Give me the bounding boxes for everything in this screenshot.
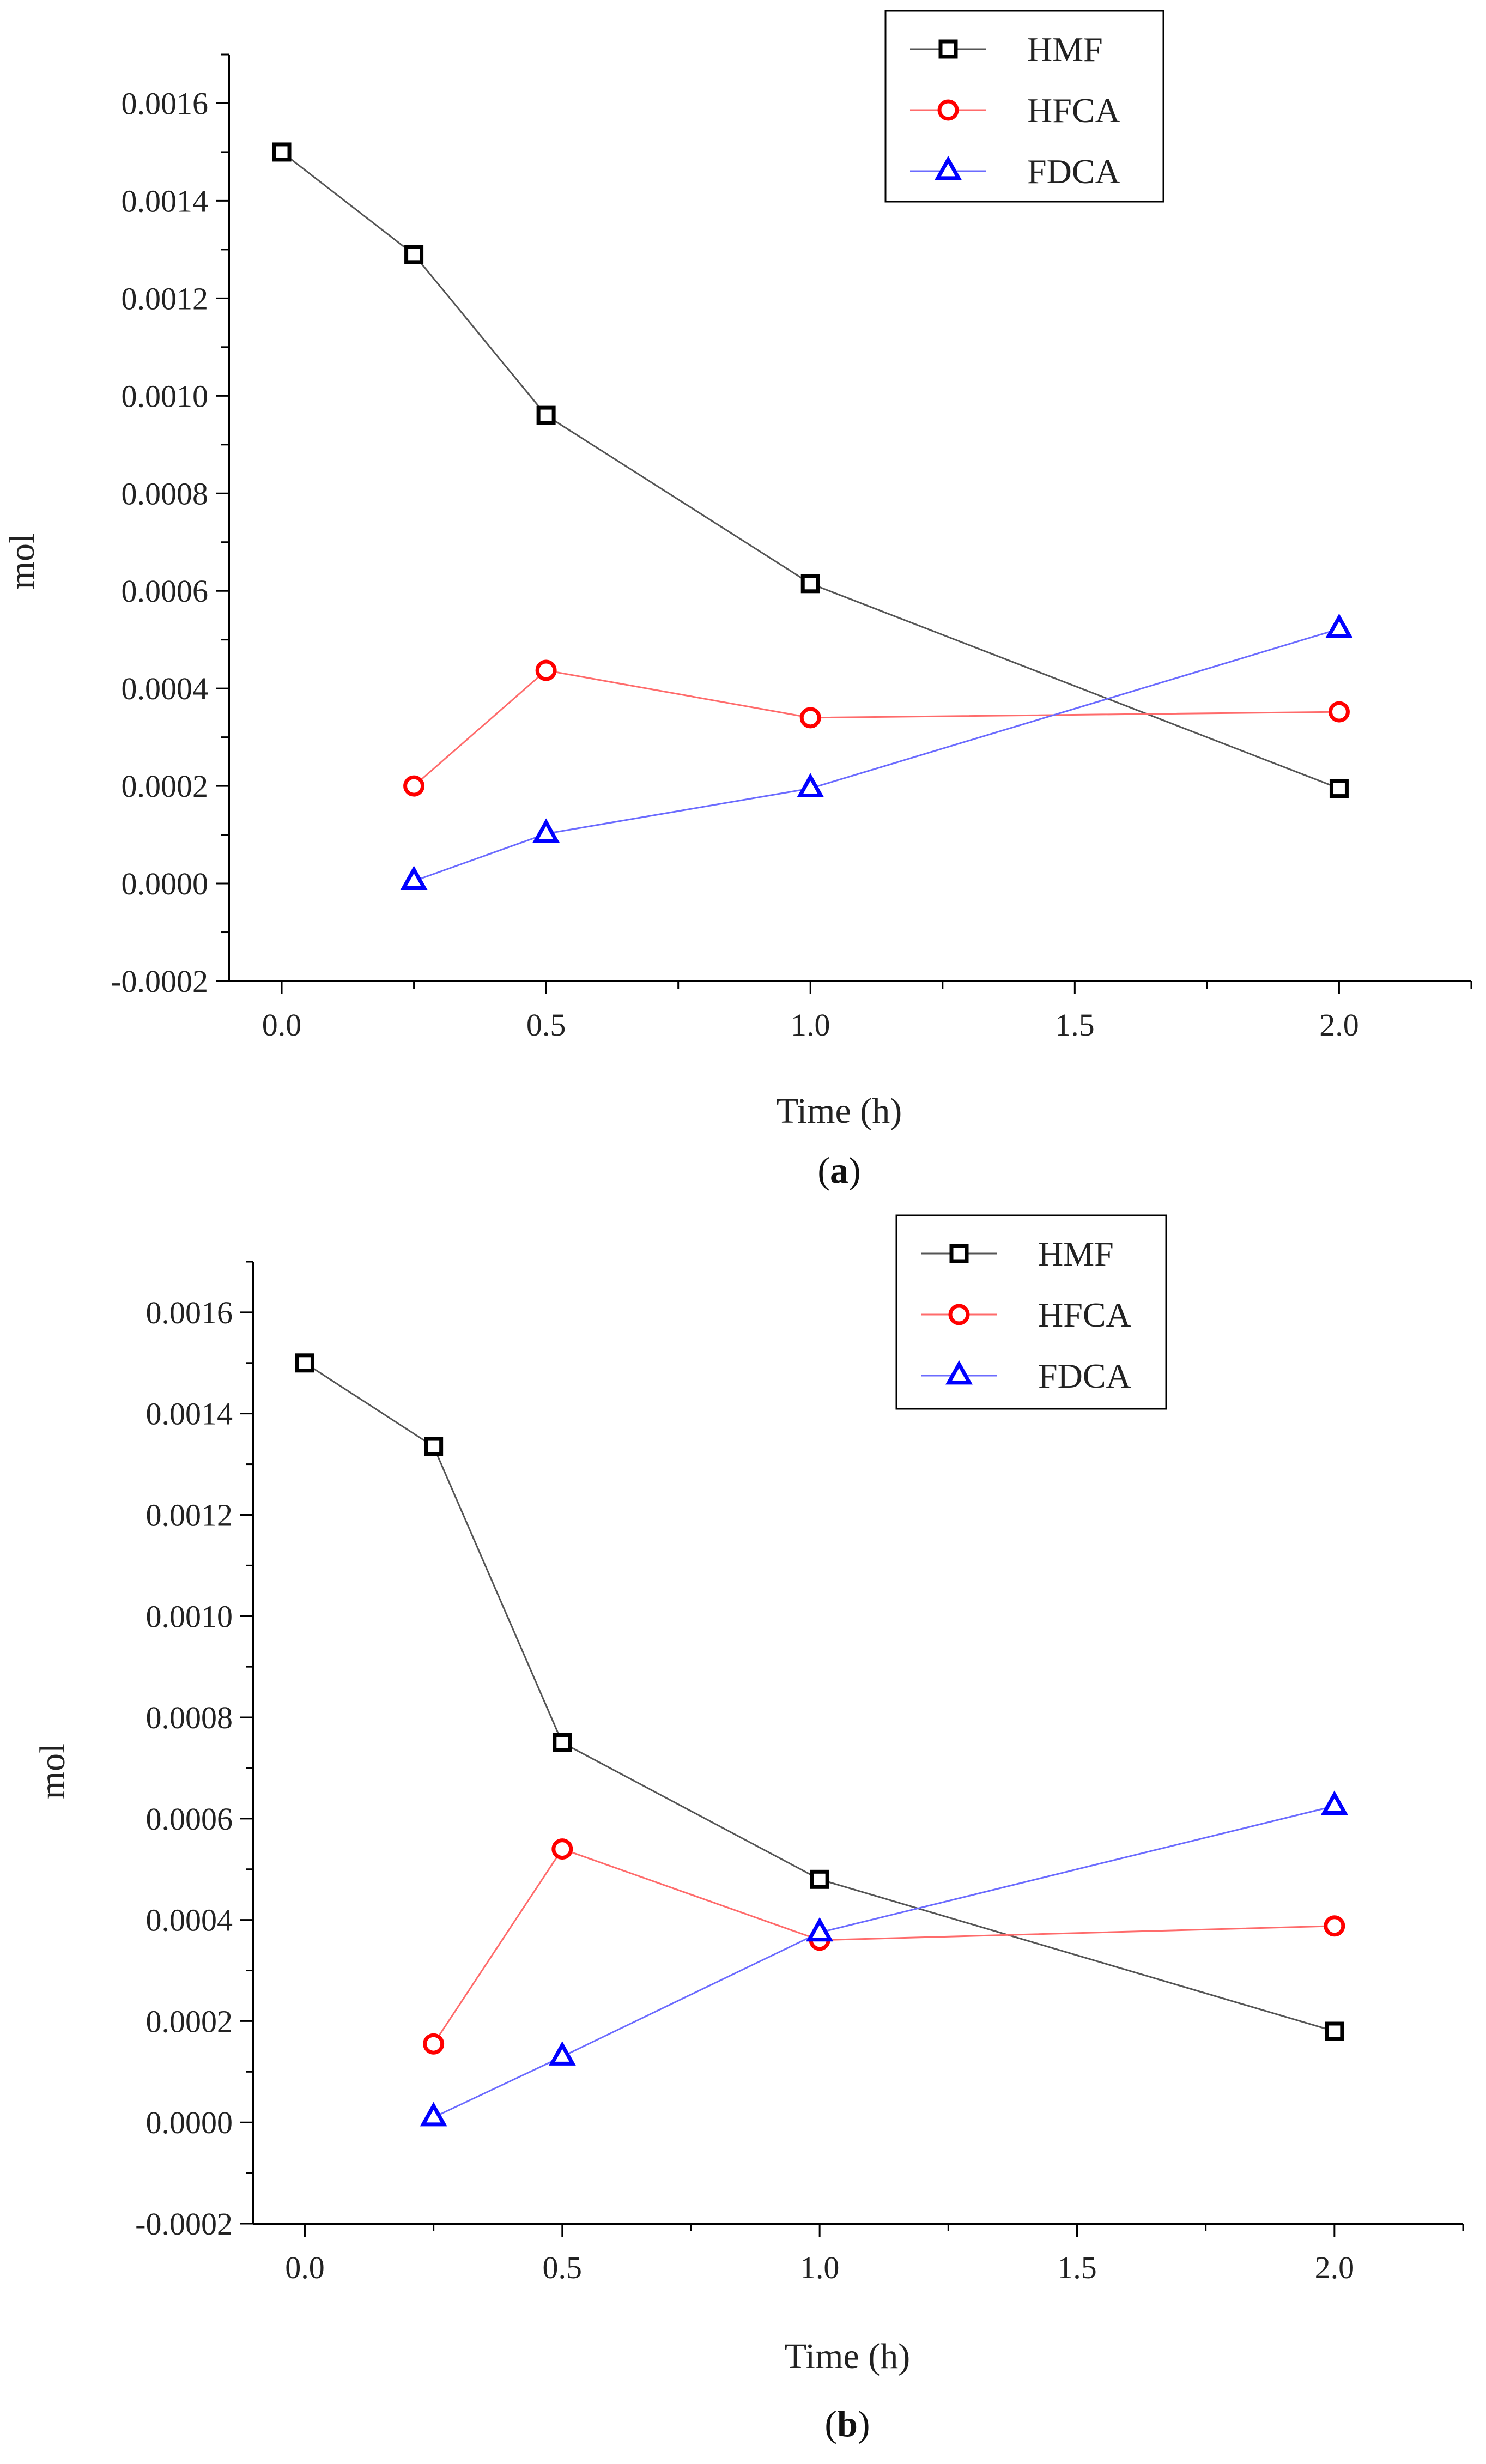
y-axis-title: mol [2, 534, 42, 590]
data-point-hfca [1328, 701, 1350, 723]
series-line-hfca [413, 669, 1339, 787]
y-tick-label: -0.0002 [135, 2206, 233, 2242]
legend-box [884, 10, 1164, 203]
series-line-fdca [433, 1805, 1335, 2118]
data-point-hmf [272, 142, 292, 162]
y-tick-label: 0.0016 [122, 86, 209, 121]
legend-label-hfca: HFCA [1027, 91, 1120, 130]
data-point-hfca [1324, 1915, 1345, 1937]
x-axis-title: Time (h) [777, 1091, 902, 1131]
legend: HMF HFCA FDCA [895, 1214, 1167, 1410]
data-point-fdca [548, 2041, 576, 2066]
data-point-hmf [404, 245, 424, 264]
panel-caption: (b) [824, 2403, 870, 2444]
data-point-hfca [423, 2033, 445, 2055]
x-tick-label: 0.0 [285, 2250, 325, 2285]
data-point-fdca [532, 818, 560, 843]
y-tick-label: 0.0012 [122, 281, 209, 316]
legend-marker-fdca [935, 155, 962, 180]
y-tick-label: 0.0014 [122, 183, 209, 219]
legend-label-hfca: HFCA [1038, 1295, 1131, 1334]
legend-marker-hfca [937, 99, 959, 121]
data-point-fdca [1320, 1790, 1348, 1815]
y-tick-label: 0.0012 [146, 1497, 233, 1533]
y-tick-label: 0.0000 [122, 866, 209, 901]
x-tick-label: 0.0 [262, 1007, 302, 1043]
data-point-fdca [400, 865, 428, 890]
y-tick-label: 0.0004 [146, 1903, 233, 1938]
legend-marker-hfca [948, 1304, 970, 1325]
y-tick-label: 0.0002 [146, 2003, 233, 2039]
x-tick-label: 0.5 [526, 1007, 566, 1043]
y-tick-label: 0.0008 [122, 476, 209, 511]
chart-panel-a: -0.0002 0.0000 0.0002 0.0004 0.0006 0.0008 0.0… [2, 10, 1472, 1191]
data-point-hfca [551, 1838, 573, 1860]
data-point-fdca [1325, 613, 1353, 638]
data-point-hfca [799, 707, 821, 729]
chart-panel-b: -0.0002 0.0000 0.0002 0.0004 0.0006 0.0008 0.0… [33, 1214, 1464, 2444]
x-tick-label: 1.5 [1055, 1007, 1095, 1043]
y-tick-label: 0.0000 [146, 2105, 233, 2140]
y-tick-label: 0.0008 [146, 1700, 233, 1735]
y-tick-label: 0.0006 [122, 573, 209, 609]
legend-box [895, 1214, 1167, 1410]
legend-marker-fdca [945, 1360, 973, 1385]
y-tick-label: 0.0010 [122, 378, 209, 414]
data-point-fdca [797, 773, 824, 797]
data-point-hmf [810, 1869, 829, 1889]
data-point-hfca [403, 775, 425, 797]
y-tick-label: 0.0006 [146, 1801, 233, 1837]
y-tick-label: 0.0004 [122, 671, 209, 706]
x-tick-label: 2.0 [1315, 2250, 1355, 2285]
x-tick-label: 1.5 [1057, 2250, 1097, 2285]
data-point-hfca [535, 659, 557, 681]
data-point-fdca [806, 1917, 834, 1942]
data-point-hmf [536, 405, 556, 425]
data-point-hmf [1325, 2021, 1344, 2041]
legend-label-fdca: FDCA [1027, 152, 1120, 191]
x-tick-label: 1.0 [791, 1007, 830, 1043]
legend-marker-hmf [938, 39, 958, 59]
series-line-hmf [281, 151, 1339, 789]
legend-marker-hmf [949, 1244, 969, 1263]
legend-label-fdca: FDCA [1038, 1357, 1131, 1395]
y-tick-label: 0.0016 [146, 1295, 233, 1330]
y-tick-label: -0.0002 [111, 964, 208, 999]
x-tick-label: 2.0 [1319, 1007, 1359, 1043]
x-axis-title: Time (h) [785, 2336, 910, 2376]
legend-label-hmf: HMF [1027, 30, 1103, 69]
data-point-hmf [424, 1437, 444, 1456]
x-tick-label: 0.5 [543, 2250, 583, 2285]
legend: HMF HFCA FDCA [884, 10, 1164, 203]
data-point-hmf [295, 1353, 314, 1373]
data-point-hmf [1329, 779, 1349, 798]
series-line-fdca [414, 628, 1339, 882]
data-point-hmf [800, 574, 820, 594]
data-point-fdca [420, 2102, 447, 2127]
panel-caption: (a) [817, 1149, 860, 1191]
x-tick-label: 1.0 [800, 2250, 840, 2285]
legend-label-hmf: HMF [1038, 1234, 1114, 1273]
series-line-hfca [433, 1848, 1335, 2045]
data-point-hmf [553, 1733, 572, 1752]
y-tick-label: 0.0010 [146, 1599, 233, 1634]
y-tick-label: 0.0014 [146, 1396, 233, 1432]
y-tick-label: 0.0002 [122, 768, 209, 804]
y-axis-title: mol [33, 1743, 72, 1800]
